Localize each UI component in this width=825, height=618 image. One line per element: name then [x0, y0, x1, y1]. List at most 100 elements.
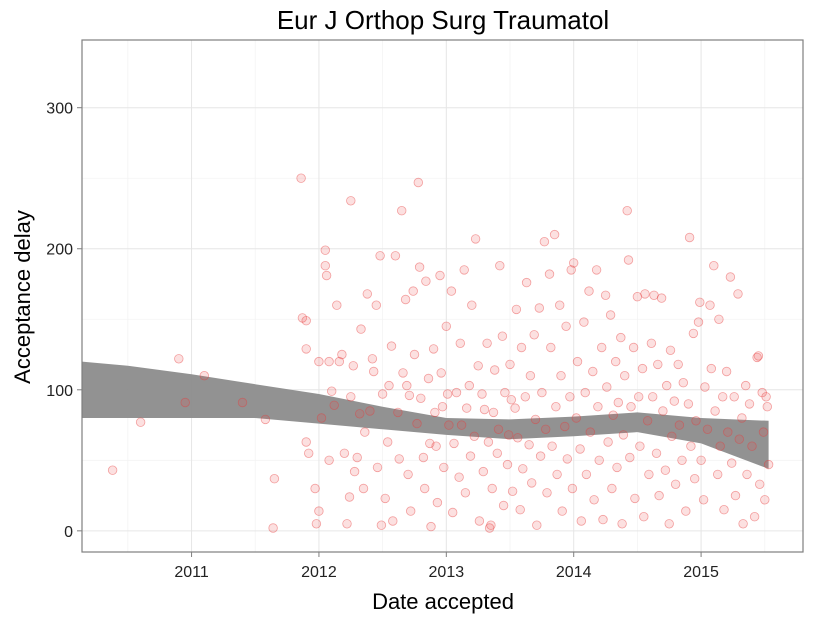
data-point: [444, 420, 454, 430]
data-point: [660, 465, 671, 475]
data-point: [733, 289, 743, 299]
data-point: [487, 483, 497, 494]
data-point: [749, 512, 760, 522]
data-point: [390, 251, 401, 261]
data-point: [602, 382, 612, 392]
data-point: [719, 505, 729, 515]
data-point: [709, 261, 719, 271]
data-point: [620, 371, 630, 381]
chart-title: Eur J Orthop Surg Traumatol: [277, 5, 609, 35]
data-point: [513, 433, 523, 443]
x-axis-title: Date accepted: [372, 589, 514, 614]
data-point: [199, 371, 210, 381]
data-point: [506, 395, 517, 405]
data-point: [651, 448, 662, 459]
data-point: [571, 413, 582, 423]
data-point: [664, 519, 674, 529]
data-point: [479, 404, 490, 415]
data-point: [484, 523, 495, 533]
data-point: [297, 313, 308, 323]
data-point: [688, 328, 699, 339]
data-point: [591, 265, 602, 275]
data-point: [464, 380, 475, 391]
data-point: [237, 397, 248, 408]
data-point: [758, 427, 769, 437]
data-point: [695, 297, 705, 308]
data-point: [729, 392, 739, 402]
data-point: [492, 448, 503, 459]
data-point: [398, 368, 408, 378]
data-point: [696, 455, 706, 466]
data-point: [400, 294, 411, 305]
data-point: [757, 387, 767, 398]
data-point: [436, 368, 446, 378]
data-point: [380, 493, 390, 504]
data-point: [530, 414, 541, 425]
data-point: [356, 324, 366, 334]
data-point: [107, 465, 118, 475]
plot-panel-border: [81, 39, 804, 553]
data-point: [639, 512, 649, 522]
data-point: [605, 310, 616, 320]
data-point: [448, 507, 458, 518]
data-point: [534, 303, 545, 313]
data-point: [713, 469, 723, 480]
data-point: [542, 488, 552, 498]
x-axis: 2011 2012 2013 2014 2015: [174, 552, 719, 581]
data-point: [478, 466, 489, 477]
data-point: [428, 344, 439, 354]
data-point: [588, 366, 598, 377]
data-point: [535, 451, 546, 461]
data-point: [460, 488, 471, 498]
data-point: [518, 464, 528, 474]
data-point: [414, 262, 425, 272]
data-point: [551, 402, 561, 412]
data-point: [324, 455, 334, 466]
data-point: [516, 342, 527, 353]
data-point: [260, 414, 271, 425]
data-point: [423, 373, 434, 384]
data-point: [581, 469, 592, 480]
data-point: [383, 437, 393, 447]
data-point: [597, 342, 607, 353]
data-point: [314, 506, 324, 516]
data-point: [473, 361, 483, 371]
data-point: [316, 413, 327, 423]
data-point: [337, 349, 347, 360]
x-tick-label: 2014: [556, 564, 592, 581]
data-point: [612, 462, 622, 473]
y-axis-title: Acceptance delay: [10, 210, 35, 384]
data-point: [488, 407, 499, 418]
data-point: [572, 356, 583, 367]
data-point: [462, 403, 472, 413]
data-point: [388, 516, 398, 526]
data-point: [547, 441, 557, 451]
data-point: [386, 341, 397, 351]
data-point: [618, 430, 629, 440]
data-point: [477, 389, 487, 399]
data-point: [320, 245, 331, 255]
data-point: [715, 441, 725, 451]
data-point: [690, 474, 700, 484]
data-point: [420, 483, 430, 494]
data-point: [180, 397, 190, 408]
data-point: [402, 380, 412, 391]
data-point: [314, 356, 324, 367]
data-point: [394, 454, 404, 464]
data-point: [552, 469, 562, 480]
data-point: [656, 293, 667, 303]
y-tick-label: 200: [46, 242, 73, 259]
data-point: [569, 258, 579, 268]
data-point: [546, 342, 556, 353]
data-point: [579, 317, 589, 327]
data-point: [358, 483, 369, 494]
data-point: [681, 506, 691, 516]
data-point: [626, 402, 636, 412]
data-point: [541, 424, 551, 435]
data-point: [562, 454, 573, 464]
data-point: [304, 448, 314, 459]
data-point: [365, 406, 375, 416]
data-point: [346, 196, 356, 206]
data-point: [625, 452, 635, 463]
